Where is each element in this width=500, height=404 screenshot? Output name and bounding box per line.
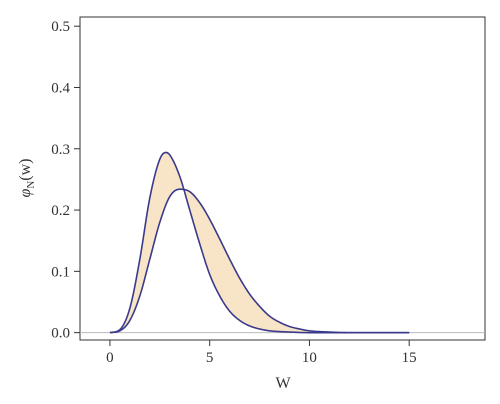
y-tick-label: 0.1 bbox=[51, 264, 70, 280]
x-tick-label: 15 bbox=[402, 350, 417, 366]
y-tick-label: 0.4 bbox=[51, 80, 70, 96]
y-axis-title-arg: (w) bbox=[17, 158, 34, 180]
y-tick-label: 0.0 bbox=[51, 326, 70, 342]
plot-frame bbox=[79, 16, 486, 341]
y-axis: 0.0 0.1 0.2 0.3 0.4 0.5 bbox=[51, 19, 80, 342]
x-tick-label: 0 bbox=[106, 350, 114, 366]
y-axis-title-symbol: φ bbox=[17, 189, 34, 198]
series-2-line bbox=[109, 188, 410, 334]
y-axis-title-subscript: N bbox=[25, 181, 37, 189]
y-tick-label: 0.2 bbox=[51, 203, 70, 219]
x-tick-label: 10 bbox=[302, 350, 317, 366]
y-tick-label: 0.5 bbox=[51, 19, 70, 35]
y-axis-title: φN(w) bbox=[17, 158, 37, 197]
x-axis: 0 5 10 15 bbox=[106, 340, 417, 366]
x-axis-title: W bbox=[275, 375, 291, 392]
y-tick-label: 0.3 bbox=[51, 142, 70, 158]
x-tick-label: 5 bbox=[206, 350, 214, 366]
